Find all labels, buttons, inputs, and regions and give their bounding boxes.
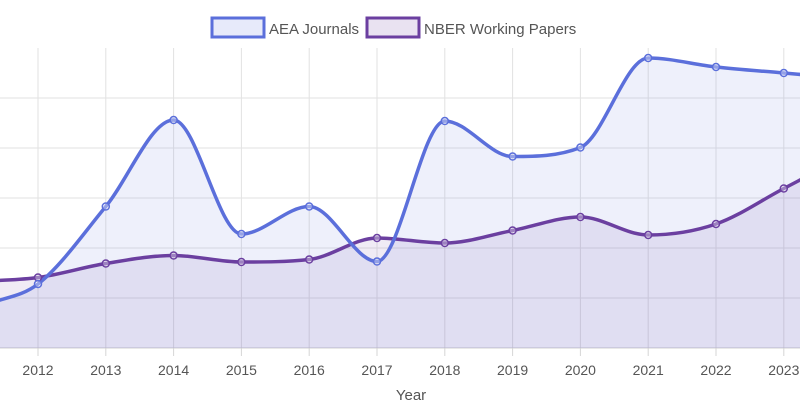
legend-swatch-aea-journals: [210, 16, 266, 39]
area-aea-journals: [0, 58, 800, 348]
x-tick-label-2016: 2016: [294, 362, 325, 378]
point-nber-working-papers-2022[interactable]: [711, 219, 721, 229]
x-tick-label-2022: 2022: [700, 362, 731, 378]
x-tick-label-2014: 2014: [158, 362, 189, 378]
point-aea-journals-2017[interactable]: [372, 257, 382, 266]
legend-label-nber-working-papers: NBER Working Papers: [424, 21, 576, 38]
point-nber-working-papers-2018[interactable]: [440, 238, 450, 248]
legend-item-nber-working-papers[interactable]: NBER Working Papers: [365, 16, 576, 39]
point-nber-working-papers-2015[interactable]: [237, 257, 246, 267]
x-tick-label-2020: 2020: [565, 362, 596, 378]
point-nber-working-papers-2019[interactable]: [508, 226, 517, 235]
point-aea-journals-2018[interactable]: [440, 116, 450, 126]
legend-item-aea-journals[interactable]: AEA Journals: [210, 16, 359, 39]
point-aea-journals-2013[interactable]: [101, 202, 111, 211]
point-aea-journals-2021[interactable]: [643, 53, 653, 63]
line-nber-working-papers: [0, 178, 800, 283]
x-tick-label-2021: 2021: [633, 362, 664, 378]
point-aea-journals-2019[interactable]: [508, 152, 517, 161]
grid: [0, 48, 800, 356]
line-aea-journals: [0, 56, 800, 302]
legend-label-aea-journals: AEA Journals: [269, 21, 359, 38]
point-nber-working-papers-2014[interactable]: [169, 251, 178, 260]
x-tick-label-2013: 2013: [90, 362, 121, 378]
x-axis-ticks: 2012 2013 2014 2015 2016 2017 2018 2019 2020 2021…: [22, 362, 799, 378]
series-areas: [0, 58, 800, 348]
point-nber-working-papers-2013[interactable]: [101, 259, 111, 268]
point-aea-journals-2020[interactable]: [576, 143, 585, 152]
point-aea-journals-2012[interactable]: [33, 279, 43, 289]
point-nber-working-papers-2017[interactable]: [372, 233, 382, 243]
point-aea-journals-2015[interactable]: [237, 229, 246, 239]
point-nber-working-papers-2020[interactable]: [576, 212, 585, 222]
x-tick-label-2015: 2015: [226, 362, 257, 378]
series-lines: [0, 56, 800, 302]
point-nber-working-papers-2016[interactable]: [304, 255, 314, 264]
point-aea-journals-2022[interactable]: [711, 62, 721, 72]
point-nber-working-papers-2021[interactable]: [643, 230, 653, 240]
point-aea-journals-2016[interactable]: [304, 202, 314, 211]
x-tick-label-2018: 2018: [429, 362, 460, 378]
x-tick-label-2019: 2019: [497, 362, 528, 378]
x-tick-label-2023: 2023: [768, 362, 799, 378]
x-tick-label-2012: 2012: [22, 362, 53, 378]
legend[interactable]: AEA Journals NBER Working Papers: [210, 16, 576, 39]
x-tick-label-2017: 2017: [361, 362, 392, 378]
point-aea-journals-2023[interactable]: [779, 68, 789, 78]
point-nber-working-papers-2023[interactable]: [779, 184, 789, 193]
legend-swatch-nber-working-papers: [365, 16, 421, 39]
point-aea-journals-2014[interactable]: [169, 115, 178, 125]
series-points: [33, 53, 789, 289]
x-axis-title: Year: [396, 387, 426, 404]
